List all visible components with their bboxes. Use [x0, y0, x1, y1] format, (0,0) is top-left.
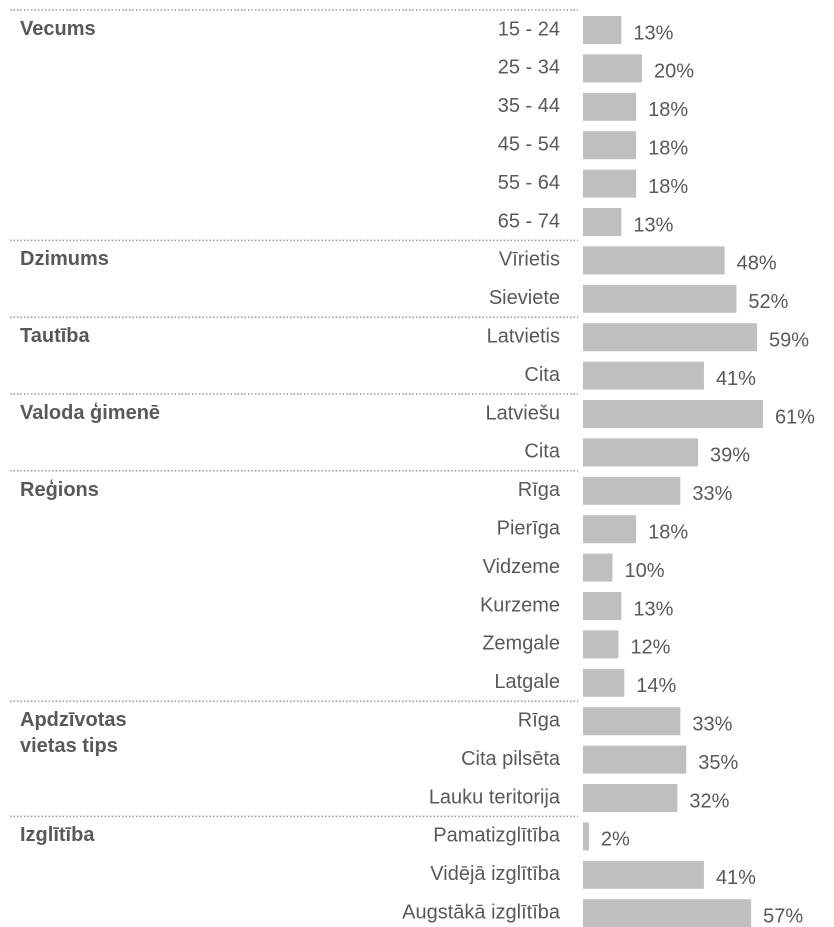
group-label: Vecums — [20, 18, 96, 40]
bar — [583, 284, 737, 313]
bar — [583, 592, 622, 620]
value-label: 14% — [636, 675, 676, 697]
bar — [583, 899, 752, 927]
value-label: 13% — [633, 22, 673, 44]
value-label: 41% — [716, 368, 756, 390]
category-label: 65 - 74 — [498, 210, 560, 232]
bar — [583, 860, 704, 889]
bar — [583, 208, 622, 236]
category-label: Cita — [524, 364, 560, 386]
category-label: 45 - 54 — [498, 133, 560, 155]
bar — [583, 169, 637, 198]
category-label: Lauku teritorija — [429, 786, 561, 808]
group-label: Apdzīvotas vietas tips — [20, 709, 127, 758]
value-label: 39% — [710, 445, 750, 467]
bar — [583, 92, 637, 121]
group-label: Tautība — [20, 325, 90, 348]
value-label: 41% — [716, 867, 756, 889]
category-label: 55 - 64 — [498, 172, 560, 194]
category-label: Sieviete — [489, 287, 560, 309]
category-label: Rīga — [518, 709, 561, 731]
category-label: Cita — [524, 441, 560, 463]
category-label: Latgale — [494, 671, 560, 693]
bar — [583, 784, 678, 812]
value-label: 33% — [692, 713, 732, 735]
category-label: Pierīga — [497, 517, 561, 539]
bar — [583, 822, 589, 851]
bar — [583, 553, 613, 582]
category-label: Zemgale — [482, 633, 560, 655]
value-label: 52% — [748, 291, 788, 313]
category-label: 25 - 34 — [498, 57, 560, 79]
bar — [583, 630, 619, 659]
category-label: Vīrietis — [499, 249, 560, 271]
category-label: Augstākā izglītība — [402, 901, 561, 923]
value-label: 18% — [648, 176, 688, 198]
category-label: 35 - 44 — [498, 95, 560, 117]
value-label: 61% — [775, 406, 815, 428]
bar — [583, 476, 681, 505]
category-label: Kurzeme — [480, 594, 560, 616]
bar — [583, 707, 681, 736]
value-label: 10% — [625, 560, 665, 582]
category-label: Cita pilsēta — [461, 748, 561, 770]
category-label: Latvietis — [487, 325, 560, 347]
bar — [583, 400, 763, 428]
category-label: Vidzeme — [483, 556, 560, 578]
bar — [583, 361, 704, 390]
category-label: 15 - 24 — [498, 18, 560, 40]
group-label: Dzimums — [20, 248, 109, 271]
value-label: 48% — [737, 253, 777, 275]
group-label: Izglītība — [20, 824, 95, 847]
bar — [583, 246, 725, 275]
bar — [583, 16, 622, 44]
value-label: 13% — [633, 214, 673, 236]
category-label: Latviešu — [486, 402, 561, 424]
group-label: Valoda ģimenē — [20, 402, 161, 424]
value-label: 12% — [630, 637, 670, 659]
group-label: Reģions — [20, 478, 99, 501]
value-label: 18% — [648, 521, 688, 543]
category-label: Rīga — [518, 479, 561, 501]
bar — [583, 745, 687, 774]
category-label: Vidējā izglītība — [430, 863, 561, 885]
value-label: 20% — [654, 61, 694, 83]
bar — [583, 668, 625, 697]
bar — [583, 54, 642, 83]
value-label: 35% — [698, 752, 738, 774]
bar — [583, 323, 758, 352]
value-label: 18% — [648, 137, 688, 159]
value-label: 13% — [633, 598, 673, 620]
value-label: 2% — [601, 829, 630, 851]
value-label: 33% — [692, 483, 732, 505]
category-label: Pamatizglītība — [433, 825, 561, 847]
bar — [583, 438, 699, 467]
bar — [583, 131, 637, 160]
bar — [583, 515, 637, 544]
value-label: 59% — [769, 329, 809, 351]
value-label: 18% — [648, 99, 688, 121]
value-label: 57% — [763, 905, 803, 927]
value-label: 32% — [689, 790, 729, 812]
